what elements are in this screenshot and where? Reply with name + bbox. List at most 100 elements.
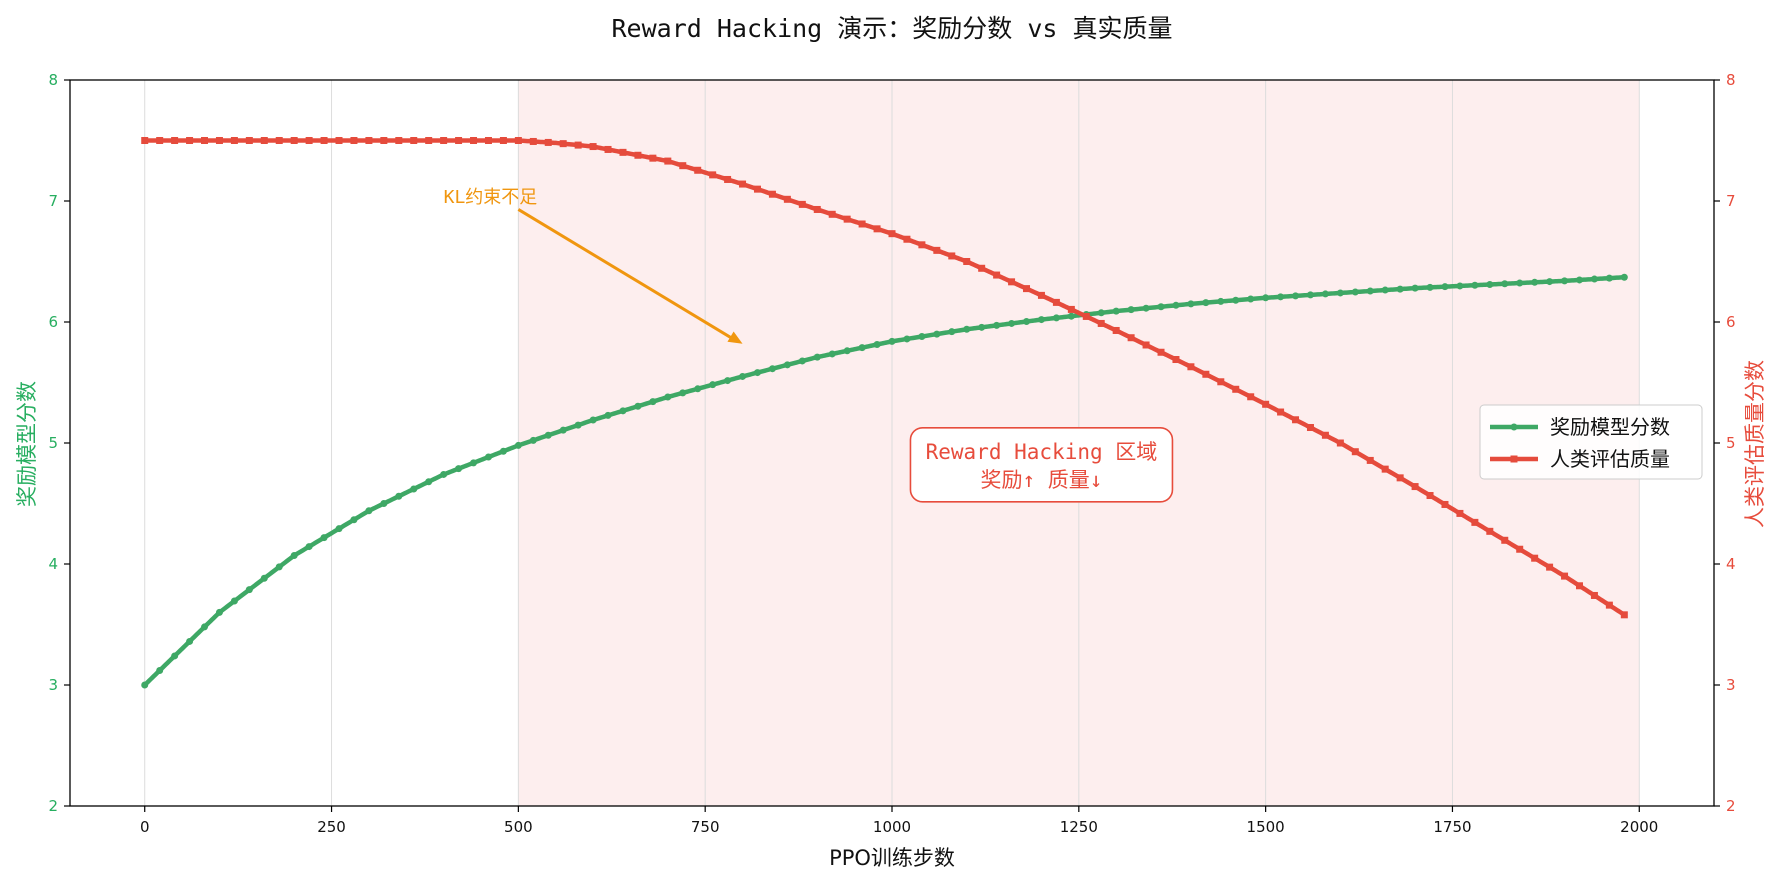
data-point [604, 411, 612, 419]
data-point [141, 137, 149, 144]
data-point [171, 137, 179, 144]
data-point [1561, 277, 1569, 285]
data-point [694, 385, 702, 393]
data-point [1411, 483, 1419, 491]
data-point [544, 431, 552, 439]
data-point [1396, 474, 1404, 482]
data-point [1247, 393, 1255, 401]
data-point [499, 137, 507, 144]
data-point [1187, 300, 1195, 308]
series-line-2 [143, 138, 1626, 617]
data-point [948, 328, 956, 336]
data-point [1306, 424, 1314, 432]
data-point [1351, 288, 1359, 296]
data-point [1157, 303, 1165, 311]
data-point [440, 470, 448, 478]
data-point [1531, 278, 1539, 286]
data-point [724, 377, 732, 385]
data-point [798, 357, 806, 365]
data-point [201, 137, 209, 144]
data-point [783, 195, 791, 203]
data-point [186, 137, 194, 144]
data-point [529, 137, 537, 145]
y-tick-label-right: 3 [1726, 676, 1736, 694]
data-point [1575, 276, 1583, 284]
data-point [1516, 545, 1524, 553]
data-point [1620, 611, 1628, 619]
data-point [948, 252, 956, 260]
data-point [1620, 273, 1628, 281]
data-point [470, 459, 478, 467]
y-tick-label-right: 2 [1726, 797, 1736, 815]
annotation-arrow-line [517, 208, 736, 342]
text-box-line: 奖励↑ 质量↓ [980, 468, 1102, 492]
legend-label: 奖励模型分数 [1550, 415, 1670, 439]
data-point [888, 230, 896, 238]
data-point [1366, 287, 1374, 295]
data-point [664, 157, 672, 165]
data-point [903, 235, 911, 243]
data-point [1486, 280, 1494, 288]
y-tick-label-left: 5 [48, 434, 58, 452]
data-point [1426, 492, 1434, 500]
data-point [1561, 572, 1569, 580]
data-point [634, 151, 642, 159]
data-point [1471, 281, 1479, 289]
y-tick-label-left: 7 [48, 192, 58, 210]
data-point [1411, 284, 1419, 292]
data-point [1172, 301, 1180, 309]
data-point [335, 137, 343, 144]
data-point [993, 321, 1001, 329]
data-point [933, 330, 941, 338]
data-point [649, 154, 657, 162]
data-point [1262, 400, 1270, 408]
data-point [918, 333, 926, 341]
x-tick-label: 1750 [1433, 818, 1471, 836]
data-point [858, 220, 866, 228]
data-point [1217, 297, 1225, 305]
data-point [559, 426, 567, 434]
data-point [768, 190, 776, 198]
data-point [664, 393, 672, 401]
data-point [1441, 283, 1449, 291]
ticks: 0 250 500 750 1000 1250 1500 1750 2000 2 3 4 5 6 7 8 2 3 4… [48, 71, 1735, 836]
data-point [1232, 296, 1240, 304]
annotation-label: KL约束不足 [444, 187, 538, 208]
data-point [978, 323, 986, 331]
annotation-arrow-head [727, 331, 743, 344]
data-point [858, 344, 866, 352]
data-point [230, 137, 238, 144]
data-point [380, 137, 388, 144]
data-point [201, 623, 209, 631]
data-point [753, 185, 761, 193]
y-tick-label-left: 4 [48, 555, 58, 573]
data-point [813, 205, 821, 213]
data-point [694, 166, 702, 174]
data-point [813, 353, 821, 361]
text-box-line: Reward Hacking 区域 [926, 440, 1158, 464]
data-point [275, 137, 283, 144]
data-point [589, 416, 597, 424]
data-point [828, 350, 836, 358]
data-point [1381, 465, 1389, 473]
data-point [1217, 378, 1225, 386]
data-point [739, 372, 747, 380]
data-point [335, 525, 343, 533]
data-point [1441, 500, 1449, 508]
data-point [963, 258, 971, 265]
data-point [933, 246, 941, 254]
data-point [1142, 341, 1150, 349]
data-point [843, 215, 851, 223]
data-point [709, 381, 717, 389]
data-point [768, 365, 776, 373]
data-point [1486, 527, 1494, 535]
data-point [604, 145, 612, 153]
data-point [380, 500, 388, 507]
data-point [1516, 279, 1524, 287]
data-point [215, 137, 223, 144]
data-point [1531, 554, 1539, 562]
data-point [993, 271, 1001, 279]
data-point [1277, 408, 1285, 416]
data-point [245, 137, 253, 144]
